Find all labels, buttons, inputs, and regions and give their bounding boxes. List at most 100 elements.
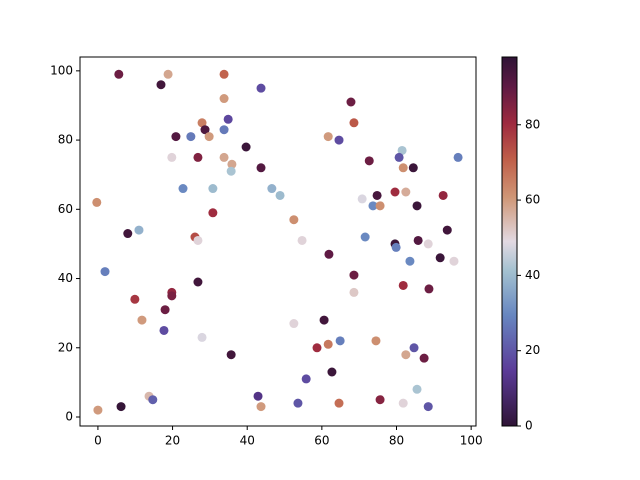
scatter-point xyxy=(156,80,166,90)
scatter-point xyxy=(334,135,344,145)
scatter-point xyxy=(391,242,401,252)
scatter-point xyxy=(442,225,452,235)
scatter-point xyxy=(193,277,203,287)
scatter-point xyxy=(401,187,411,197)
scatter-point xyxy=(394,152,404,162)
scatter-point xyxy=(93,405,103,415)
scatter-point xyxy=(160,305,170,315)
scatter-point xyxy=(167,291,177,301)
scatter-point xyxy=(327,367,337,377)
x-tick-label: 80 xyxy=(389,434,404,448)
x-tick-label: 20 xyxy=(165,434,180,448)
scatter-point xyxy=(200,125,210,135)
scatter-point xyxy=(419,353,429,363)
scatter-point xyxy=(408,163,418,173)
scatter-point xyxy=(289,215,299,225)
x-tick-label: 0 xyxy=(94,434,102,448)
scatter-point xyxy=(364,156,374,166)
scatter-point xyxy=(134,225,144,235)
scatter-point xyxy=(100,267,110,277)
scatter-point xyxy=(137,315,147,325)
scatter-point xyxy=(423,239,433,249)
scatter-point xyxy=(412,384,422,394)
scatter-point xyxy=(398,280,408,290)
scatter-point xyxy=(324,249,334,259)
scatter-point xyxy=(227,159,237,169)
scatter-point xyxy=(293,398,303,408)
scatter-point xyxy=(256,163,266,173)
scatter-point xyxy=(360,232,370,242)
scatter-point xyxy=(193,235,203,245)
scatter-point xyxy=(346,97,356,107)
scatter-point xyxy=(349,118,359,128)
scatter-point xyxy=(171,132,181,142)
scatter-point xyxy=(397,145,407,155)
scatter-point xyxy=(208,208,218,218)
scatter-point xyxy=(275,190,285,200)
scatter-point xyxy=(412,201,422,211)
axes-frame xyxy=(79,56,477,427)
scatter-point xyxy=(297,235,307,245)
scatter-point xyxy=(267,184,277,194)
scatter-point xyxy=(371,336,381,346)
scatter-point xyxy=(334,398,344,408)
scatter-point xyxy=(114,69,124,79)
scatter-point xyxy=(148,395,158,405)
scatter-point xyxy=(219,152,229,162)
scatter-point xyxy=(453,152,463,162)
y-tick-label: 40 xyxy=(58,271,73,285)
colorbar-tick-label: 20 xyxy=(525,343,540,357)
scatter-point xyxy=(163,69,173,79)
scatter-point xyxy=(413,235,423,245)
scatter-point xyxy=(368,201,378,211)
scatter-point xyxy=(204,132,214,142)
scatter-point xyxy=(375,201,385,211)
scatter-point xyxy=(357,194,367,204)
scatter-point xyxy=(319,315,329,325)
y-tick-label: 0 xyxy=(65,410,73,424)
scatter-point xyxy=(193,152,203,162)
scatter-point xyxy=(435,253,445,263)
scatter-point xyxy=(159,325,169,335)
scatter-point xyxy=(335,336,345,346)
scatter-point xyxy=(398,398,408,408)
scatter-point xyxy=(178,184,188,194)
scatter-point xyxy=(301,374,311,384)
scatter-point xyxy=(241,142,251,152)
colorbar-tick-label: 40 xyxy=(525,268,540,282)
x-tick-label: 60 xyxy=(314,434,329,448)
scatter-point xyxy=(349,270,359,280)
y-tick-label: 100 xyxy=(50,63,73,77)
colorbar-tick-label: 60 xyxy=(525,193,540,207)
scatter-point xyxy=(186,132,196,142)
scatter-point xyxy=(123,229,133,239)
scatter-point xyxy=(253,391,263,401)
scatter-point xyxy=(390,187,400,197)
y-tick-label: 60 xyxy=(58,202,73,216)
scatter-point xyxy=(289,319,299,329)
scatter-point xyxy=(219,94,229,104)
scatter-point xyxy=(116,402,126,412)
scatter-point xyxy=(409,343,419,353)
scatter-point xyxy=(92,197,102,207)
scatter-point xyxy=(323,132,333,142)
x-tick-label: 40 xyxy=(240,434,255,448)
scatter-point xyxy=(405,256,415,266)
scatter-point xyxy=(372,190,382,200)
scatter-point xyxy=(226,166,236,176)
scatter-point xyxy=(197,118,207,128)
scatter-point xyxy=(208,184,218,194)
scatter-point xyxy=(449,256,459,266)
colorbar-tick-label: 80 xyxy=(525,117,540,131)
y-tick-label: 20 xyxy=(58,340,73,354)
scatter-point xyxy=(197,332,207,342)
scatter-point xyxy=(375,395,385,405)
colorbar-tick-label: 0 xyxy=(525,419,533,433)
scatter-point xyxy=(312,343,322,353)
scatter-point xyxy=(401,350,411,360)
scatter-point xyxy=(256,83,266,93)
scatter-point xyxy=(226,350,236,360)
colorbar-frame xyxy=(501,56,518,427)
scatter-point xyxy=(130,294,140,304)
